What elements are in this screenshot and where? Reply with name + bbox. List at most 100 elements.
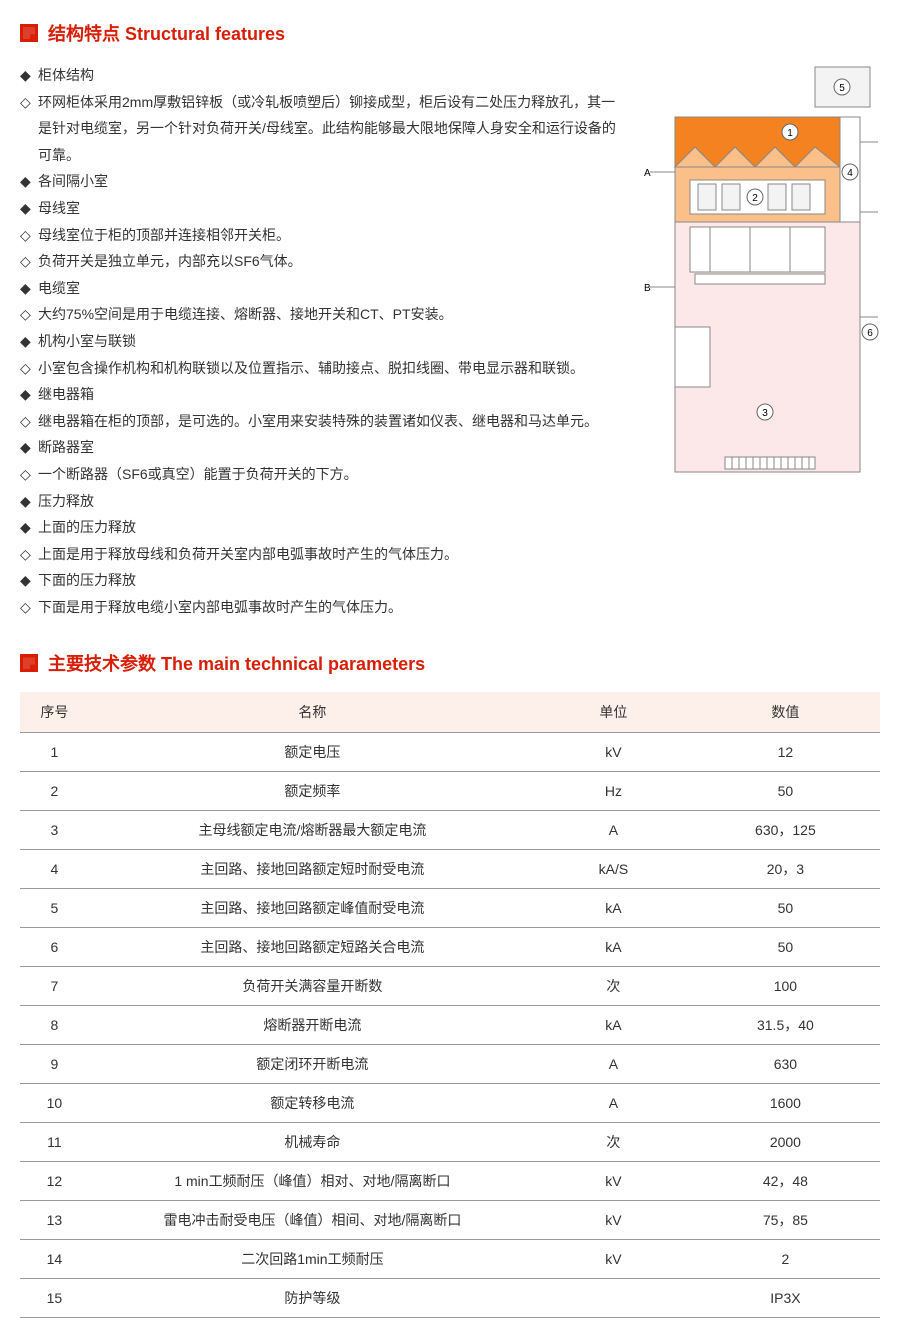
feature-row: ◇母线室位于柜的顶部并连接相邻开关柜。 [20, 222, 620, 249]
table-row: 3主母线额定电流/熔断器最大额定电流A630，125 [20, 811, 880, 850]
feature-text: 继电器箱 [38, 381, 620, 408]
feature-bullet: ◇ [20, 355, 38, 382]
cell-unit: kV [536, 733, 691, 772]
cell-unit: kA [536, 928, 691, 967]
cell-name: 额定转移电流 [89, 1084, 536, 1123]
diagram-label-A: A [644, 168, 651, 179]
section1-icon [20, 24, 38, 42]
feature-bullet: ◇ [20, 248, 38, 275]
cell-idx: 5 [20, 889, 89, 928]
features-wrap: ◆柜体结构◇环网柜体采用2mm厚敷铝锌板（或冷轧板喷塑后）铆接成型，柜后设有二处… [20, 62, 880, 620]
feature-text: 母线室位于柜的顶部并连接相邻开关柜。 [38, 222, 620, 249]
section2-title: 主要技术参数 The main technical parameters [48, 650, 425, 676]
feature-row: ◆机构小室与联锁 [20, 328, 620, 355]
table-row: 7负荷开关满容量开断数次100 [20, 967, 880, 1006]
feature-text: 机构小室与联锁 [38, 328, 620, 355]
feature-text: 上面是用于释放母线和负荷开关室内部电弧事故时产生的气体压力。 [38, 541, 620, 568]
feature-bullet: ◆ [20, 62, 38, 89]
cell-idx: 13 [20, 1201, 89, 1240]
feature-bullet: ◆ [20, 168, 38, 195]
cell-idx: 6 [20, 928, 89, 967]
feature-bullet: ◆ [20, 381, 38, 408]
th-idx: 序号 [20, 692, 89, 733]
cell-name: 二次回路1min工频耐压 [89, 1240, 536, 1279]
feature-row: ◆各间隔小室 [20, 168, 620, 195]
table-row: 1额定电压kV12 [20, 733, 880, 772]
feature-list: ◆柜体结构◇环网柜体采用2mm厚敷铝锌板（或冷轧板喷塑后）铆接成型，柜后设有二处… [20, 62, 620, 620]
feature-bullet: ◆ [20, 328, 38, 355]
diagram-label-5: 5 [839, 83, 845, 94]
feature-bullet: ◇ [20, 461, 38, 488]
feature-text: 继电器箱在柜的顶部，是可选的。小室用来安装特殊的装置诸如仪表、继电器和马达单元。 [38, 408, 620, 435]
feature-text: 大约75%空间是用于电缆连接、熔断器、接地开关和CT、PT安装。 [38, 301, 620, 328]
feature-text: 各间隔小室 [38, 168, 620, 195]
table-row: 13雷电冲击耐受电压（峰值）相间、对地/隔离断口kV75，85 [20, 1201, 880, 1240]
table-row: 5主回路、接地回路额定峰值耐受电流kA50 [20, 889, 880, 928]
cell-name: 防护等级 [89, 1279, 536, 1318]
feature-row: ◇继电器箱在柜的顶部，是可选的。小室用来安装特殊的装置诸如仪表、继电器和马达单元… [20, 408, 620, 435]
feature-bullet: ◆ [20, 195, 38, 222]
cell-idx: 4 [20, 850, 89, 889]
cell-unit: kV [536, 1240, 691, 1279]
cell-idx: 10 [20, 1084, 89, 1123]
cell-name: 负荷开关满容量开断数 [89, 967, 536, 1006]
params-table: 序号 名称 单位 数值 1额定电压kV122额定频率Hz503主母线额定电流/熔… [20, 692, 880, 1318]
cell-val: 50 [691, 889, 880, 928]
cell-unit: A [536, 811, 691, 850]
feature-bullet: ◇ [20, 301, 38, 328]
diagram-svg: 5 1 4 2 [640, 62, 880, 482]
feature-row: ◇下面是用于释放电缆小室内部电弧事故时产生的气体压力。 [20, 594, 620, 621]
diagram-label-B: B [644, 283, 651, 294]
cell-idx: 12 [20, 1162, 89, 1201]
cell-name: 熔断器开断电流 [89, 1006, 536, 1045]
cell-unit: kA/S [536, 850, 691, 889]
cell-name: 额定闭环开断电流 [89, 1045, 536, 1084]
section2-icon [20, 654, 38, 672]
feature-text: 下面的压力释放 [38, 567, 620, 594]
feature-row: ◆断路器室 [20, 434, 620, 461]
cell-unit: 次 [536, 1123, 691, 1162]
feature-row: ◇负荷开关是独立单元，内部充以SF6气体。 [20, 248, 620, 275]
cell-unit: A [536, 1045, 691, 1084]
feature-row: ◇小室包含操作机构和机构联锁以及位置指示、辅助接点、脱扣线圈、带电显示器和联锁。 [20, 355, 620, 382]
cell-val: 42，48 [691, 1162, 880, 1201]
table-row: 8熔断器开断电流kA31.5，40 [20, 1006, 880, 1045]
feature-bullet: ◇ [20, 541, 38, 568]
feature-text: 母线室 [38, 195, 620, 222]
cell-name: 雷电冲击耐受电压（峰值）相间、对地/隔离断口 [89, 1201, 536, 1240]
cell-name: 1 min工频耐压（峰值）相对、对地/隔离断口 [89, 1162, 536, 1201]
table-row: 2额定频率Hz50 [20, 772, 880, 811]
cell-idx: 15 [20, 1279, 89, 1318]
feature-row: ◇大约75%空间是用于电缆连接、熔断器、接地开关和CT、PT安装。 [20, 301, 620, 328]
feature-text: 负荷开关是独立单元，内部充以SF6气体。 [38, 248, 620, 275]
cell-idx: 3 [20, 811, 89, 850]
cell-val: 50 [691, 928, 880, 967]
cell-val: 31.5，40 [691, 1006, 880, 1045]
table-row: 11机械寿命次2000 [20, 1123, 880, 1162]
cell-val: 20，3 [691, 850, 880, 889]
feature-bullet: ◆ [20, 434, 38, 461]
feature-row: ◆压力释放 [20, 488, 620, 515]
cell-name: 机械寿命 [89, 1123, 536, 1162]
table-row: 121 min工频耐压（峰值）相对、对地/隔离断口kV42，48 [20, 1162, 880, 1201]
cell-val: 2 [691, 1240, 880, 1279]
diagram-label-2: 2 [752, 193, 758, 204]
feature-row: ◆电缆室 [20, 275, 620, 302]
feature-row: ◆下面的压力释放 [20, 567, 620, 594]
diagram-label-4: 4 [847, 168, 853, 179]
cell-val: 630，125 [691, 811, 880, 850]
feature-text: 柜体结构 [38, 62, 620, 89]
feature-bullet: ◆ [20, 514, 38, 541]
feature-bullet: ◇ [20, 89, 38, 116]
cell-unit: kV [536, 1162, 691, 1201]
cell-unit: kA [536, 1006, 691, 1045]
table-row: 9额定闭环开断电流A630 [20, 1045, 880, 1084]
feature-row: ◇上面是用于释放母线和负荷开关室内部电弧事故时产生的气体压力。 [20, 541, 620, 568]
cell-unit [536, 1279, 691, 1318]
cell-unit: kV [536, 1201, 691, 1240]
section1-header: 结构特点 Structural features [20, 20, 880, 46]
feature-row: ◆母线室 [20, 195, 620, 222]
cell-idx: 14 [20, 1240, 89, 1279]
cell-val: 1600 [691, 1084, 880, 1123]
th-val: 数值 [691, 692, 880, 733]
